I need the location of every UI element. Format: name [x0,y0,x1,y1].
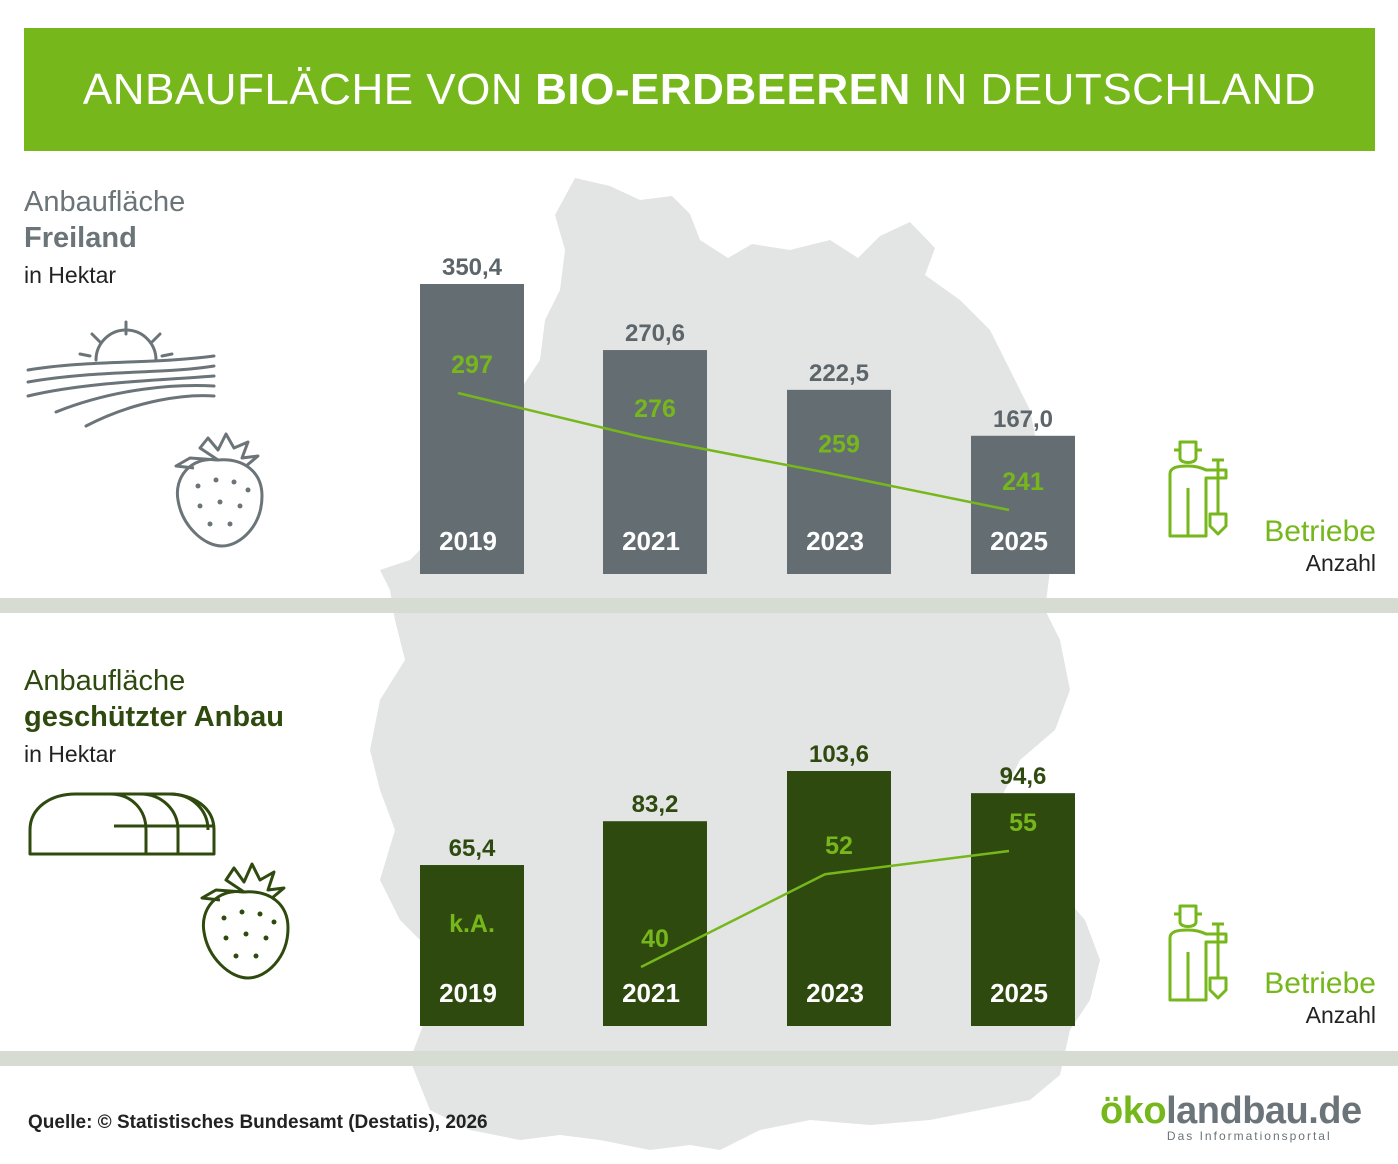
logo-part1: ö [1100,1090,1123,1132]
oekolandbau-logo: ökolandbau.de Das Informationsportal [1100,1090,1362,1143]
section-divider [0,1051,1398,1066]
betriebe-label: Betriebe [1264,967,1376,1000]
title-post: IN DEUTSCHLAND [922,64,1317,114]
betriebe-sublabel: Anzahl [1305,1002,1376,1028]
anbau-bar-2019 [420,865,524,1026]
freiland-bar-2019 [420,284,524,574]
freiland-label-line2: Freiland [24,222,137,255]
anbau-betriebe-label: 40 [641,925,669,953]
anbau-value-label: 65,4 [449,835,496,862]
logo-part2: ko [1122,1090,1167,1132]
greenhouse-icon [28,792,216,856]
anbau-label-line3: in Hektar [24,740,117,767]
anbau-label: Anbaufläche geschützter Anbau in Hektar [24,663,284,768]
anbau-bar-2025 [971,793,1075,1026]
title-banner: ANBAUFLÄCHE VON BIO-ERDBEEREN IN DEUTSCH… [24,28,1375,151]
anbau-betriebe-label: k.A. [449,910,495,938]
anbau-year-label: 2019 [439,978,497,1008]
anbau-label-line2: geschützter Anbau [24,701,284,734]
freiland-value-label: 222,5 [809,360,869,387]
betriebe-legend-2: Betriebe Anzahl [1264,966,1376,1030]
anbau-label-line1: Anbaufläche [24,665,186,697]
field-sun-icon [26,320,216,428]
section-divider [0,598,1398,613]
farmer-icon [1168,440,1228,538]
title-pre: ANBAUFLÄCHE VON [82,64,524,114]
freiland-betriebe-label: 297 [451,351,493,379]
freiland-betriebe-label: 276 [634,395,676,423]
anbau-year-label: 2021 [622,978,680,1008]
freiland-label-line1: Anbaufläche [24,186,186,218]
anbau-betriebe-line [640,849,1010,969]
betriebe-legend-1: Betriebe Anzahl [1264,514,1376,578]
strawberry-icon [174,432,264,548]
source-note: Quelle: © Statistisches Bundesamt (Desta… [28,1112,488,1133]
anbau-year-label: 2025 [990,978,1048,1008]
title-bold: BIO-ERDBEEREN [535,64,911,114]
anbau-value-label: 83,2 [632,791,679,818]
logo-tagline: Das Informationsportal [1166,1129,1332,1143]
freiland-label-line3: in Hektar [24,261,117,288]
freiland-year-label: 2019 [439,526,497,556]
freiland-betriebe-label: 241 [1002,468,1044,496]
anbau-value-label: 103,6 [809,741,869,768]
freiland-year-label: 2023 [806,526,864,556]
freiland-year-label: 2025 [990,526,1048,556]
betriebe-label: Betriebe [1264,515,1376,548]
anbau-betriebe-label: 52 [825,832,853,860]
freiland-value-label: 167,0 [993,406,1053,433]
freiland-bar-2021 [603,350,707,574]
farmer-icon [1168,904,1228,1002]
anbau-value-label: 94,6 [1000,763,1047,790]
freiland-betriebe-line [457,391,1010,512]
freiland-value-label: 350,4 [442,254,503,281]
anbau-year-label: 2023 [806,978,864,1008]
anbau-bar-2023 [787,771,891,1026]
anbau-betriebe-label: 55 [1009,809,1037,837]
freiland-year-label: 2021 [622,526,680,556]
logo-part3: landbau.de [1166,1090,1362,1132]
anbau-bar-2021 [603,821,707,1026]
freiland-value-label: 270,6 [625,320,685,347]
freiland-betriebe-label: 259 [818,430,860,458]
betriebe-sublabel: Anzahl [1305,550,1376,576]
strawberry-icon [200,862,290,980]
freiland-label: Anbaufläche Freiland in Hektar [24,184,185,289]
